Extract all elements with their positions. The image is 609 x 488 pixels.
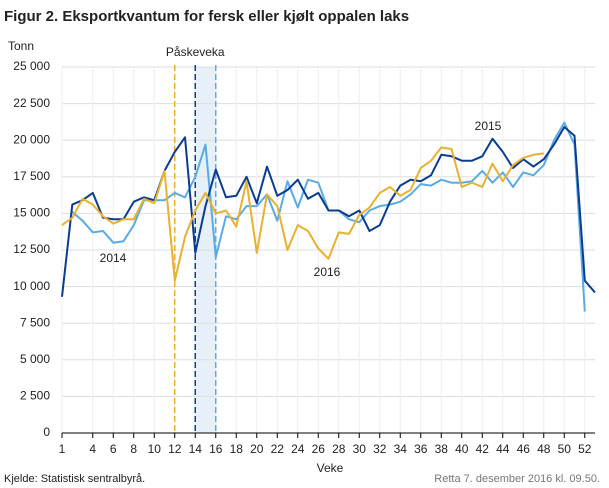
x-tick-label: 1 xyxy=(59,442,66,456)
y-tick-label: 7 500 xyxy=(20,315,50,329)
x-tick-label: 44 xyxy=(496,442,510,456)
series-label: 2016 xyxy=(314,265,341,279)
x-tick-label: 40 xyxy=(455,442,469,456)
x-tick-label: 30 xyxy=(353,442,367,456)
x-tick-label: 38 xyxy=(435,442,449,456)
x-tick-label: 26 xyxy=(312,442,326,456)
x-tick-label: 16 xyxy=(209,442,223,456)
x-tick-label: 48 xyxy=(537,442,551,456)
series-label: 2015 xyxy=(475,119,502,133)
y-tick-label: 12 500 xyxy=(13,242,50,256)
y-tick-label: 22 500 xyxy=(13,96,50,110)
x-tick-label: 46 xyxy=(517,442,531,456)
x-tick-label: 14 xyxy=(189,442,203,456)
x-tick-label: 4 xyxy=(89,442,96,456)
y-tick-label: 5 000 xyxy=(20,352,50,366)
y-tick-label: 10 000 xyxy=(13,279,50,293)
easter-label: Påskeveka xyxy=(166,45,225,59)
x-tick-label: 6 xyxy=(110,442,117,456)
series-line xyxy=(61,126,596,297)
x-tick-label: 18 xyxy=(230,442,244,456)
series-label: 2014 xyxy=(100,251,127,265)
x-tick-label: 8 xyxy=(130,442,137,456)
y-tick-label: 20 000 xyxy=(13,132,50,146)
y-tick-label: 17 500 xyxy=(13,169,50,183)
x-tick-label: 28 xyxy=(332,442,346,456)
x-tick-label: 42 xyxy=(476,442,490,456)
y-tick-label: 25 000 xyxy=(13,59,50,73)
x-tick-label: 34 xyxy=(394,442,408,456)
x-tick-label: 52 xyxy=(578,442,592,456)
note: Retta 7. desember 2016 kl. 09.50. xyxy=(434,473,600,485)
x-tick-label: 50 xyxy=(558,442,572,456)
y-axis-label: Tonn xyxy=(8,39,34,53)
x-tick-label: 22 xyxy=(271,442,285,456)
series-line xyxy=(61,146,544,282)
chart-title: Figur 2. Eksportkvantum for fersk eller … xyxy=(4,8,409,25)
y-tick-label: 2 500 xyxy=(20,389,50,403)
x-tick-label: 32 xyxy=(373,442,387,456)
series-line xyxy=(71,121,586,312)
x-tick-label: 10 xyxy=(148,442,162,456)
y-tick-label: 0 xyxy=(43,425,50,439)
x-tick-label: 20 xyxy=(250,442,264,456)
x-tick-label: 24 xyxy=(291,442,305,456)
x-axis-label: Veke xyxy=(317,461,344,475)
source: Kjelde: Statistisk sentralbyrå. xyxy=(4,473,145,485)
x-tick-label: 36 xyxy=(414,442,428,456)
x-tick-label: 12 xyxy=(168,442,182,456)
y-tick-label: 15 000 xyxy=(13,206,50,220)
